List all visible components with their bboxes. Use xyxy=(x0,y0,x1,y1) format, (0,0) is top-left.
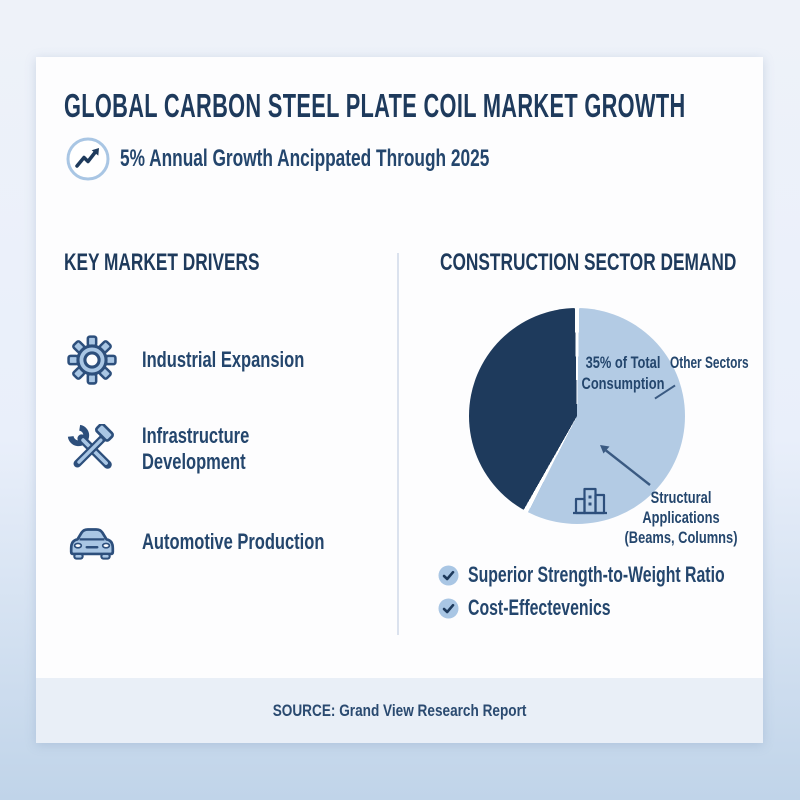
check-circle-icon xyxy=(438,598,459,619)
pie-consumption-label: 35% of Total Consumption xyxy=(581,354,665,393)
driver-item-infrastructure: Infrastructure Development xyxy=(66,423,285,475)
construction-pie-chart xyxy=(469,308,685,524)
growth-subtitle: 5% Annual Growth Ancippated Through 2025 xyxy=(120,145,490,172)
building-icon xyxy=(572,486,608,516)
benefit-cost: Cost-Effectevenics xyxy=(438,595,666,621)
benefit-label: Cost-Effectevenics xyxy=(468,595,611,620)
tools-icon xyxy=(66,424,118,474)
page-title: GLOBAL CARBON STEEL PLATE COIL MARKET GR… xyxy=(64,87,686,124)
construction-demand-heading: CONSTRUCTION SECTOR DEMAND xyxy=(440,249,737,276)
driver-item-industrial: Industrial Expansion xyxy=(66,335,358,385)
source-footer: SOURCE: Grand View Research Report xyxy=(36,678,763,743)
benefit-label: Superior Strength-to-Weight Ratio xyxy=(468,562,725,587)
key-market-drivers-heading: KEY MARKET DRIVERS xyxy=(64,249,260,276)
driver-item-automotive: Automotive Production xyxy=(66,523,385,561)
structural-arrow-icon xyxy=(588,437,658,492)
column-divider xyxy=(397,253,399,635)
check-circle-icon xyxy=(438,565,459,586)
infographic-card: GLOBAL CARBON STEEL PLATE COIL MARKET GR… xyxy=(36,57,763,743)
car-icon xyxy=(66,523,118,561)
benefit-strength-ratio: Superior Strength-to-Weight Ratio xyxy=(438,562,800,588)
driver-label: Industrial Expansion xyxy=(142,347,305,372)
trend-up-icon xyxy=(66,137,110,181)
pie-structural-label: Structural Applications (Beams, Columns) xyxy=(624,489,738,547)
gear-icon xyxy=(66,335,118,385)
pie-other-sectors-label: Other Sectors xyxy=(670,354,749,372)
driver-label: Automotive Production xyxy=(142,529,325,554)
source-text: SOURCE: Grand View Research Report xyxy=(272,700,527,720)
driver-label: Infrastructure Development xyxy=(142,423,250,474)
